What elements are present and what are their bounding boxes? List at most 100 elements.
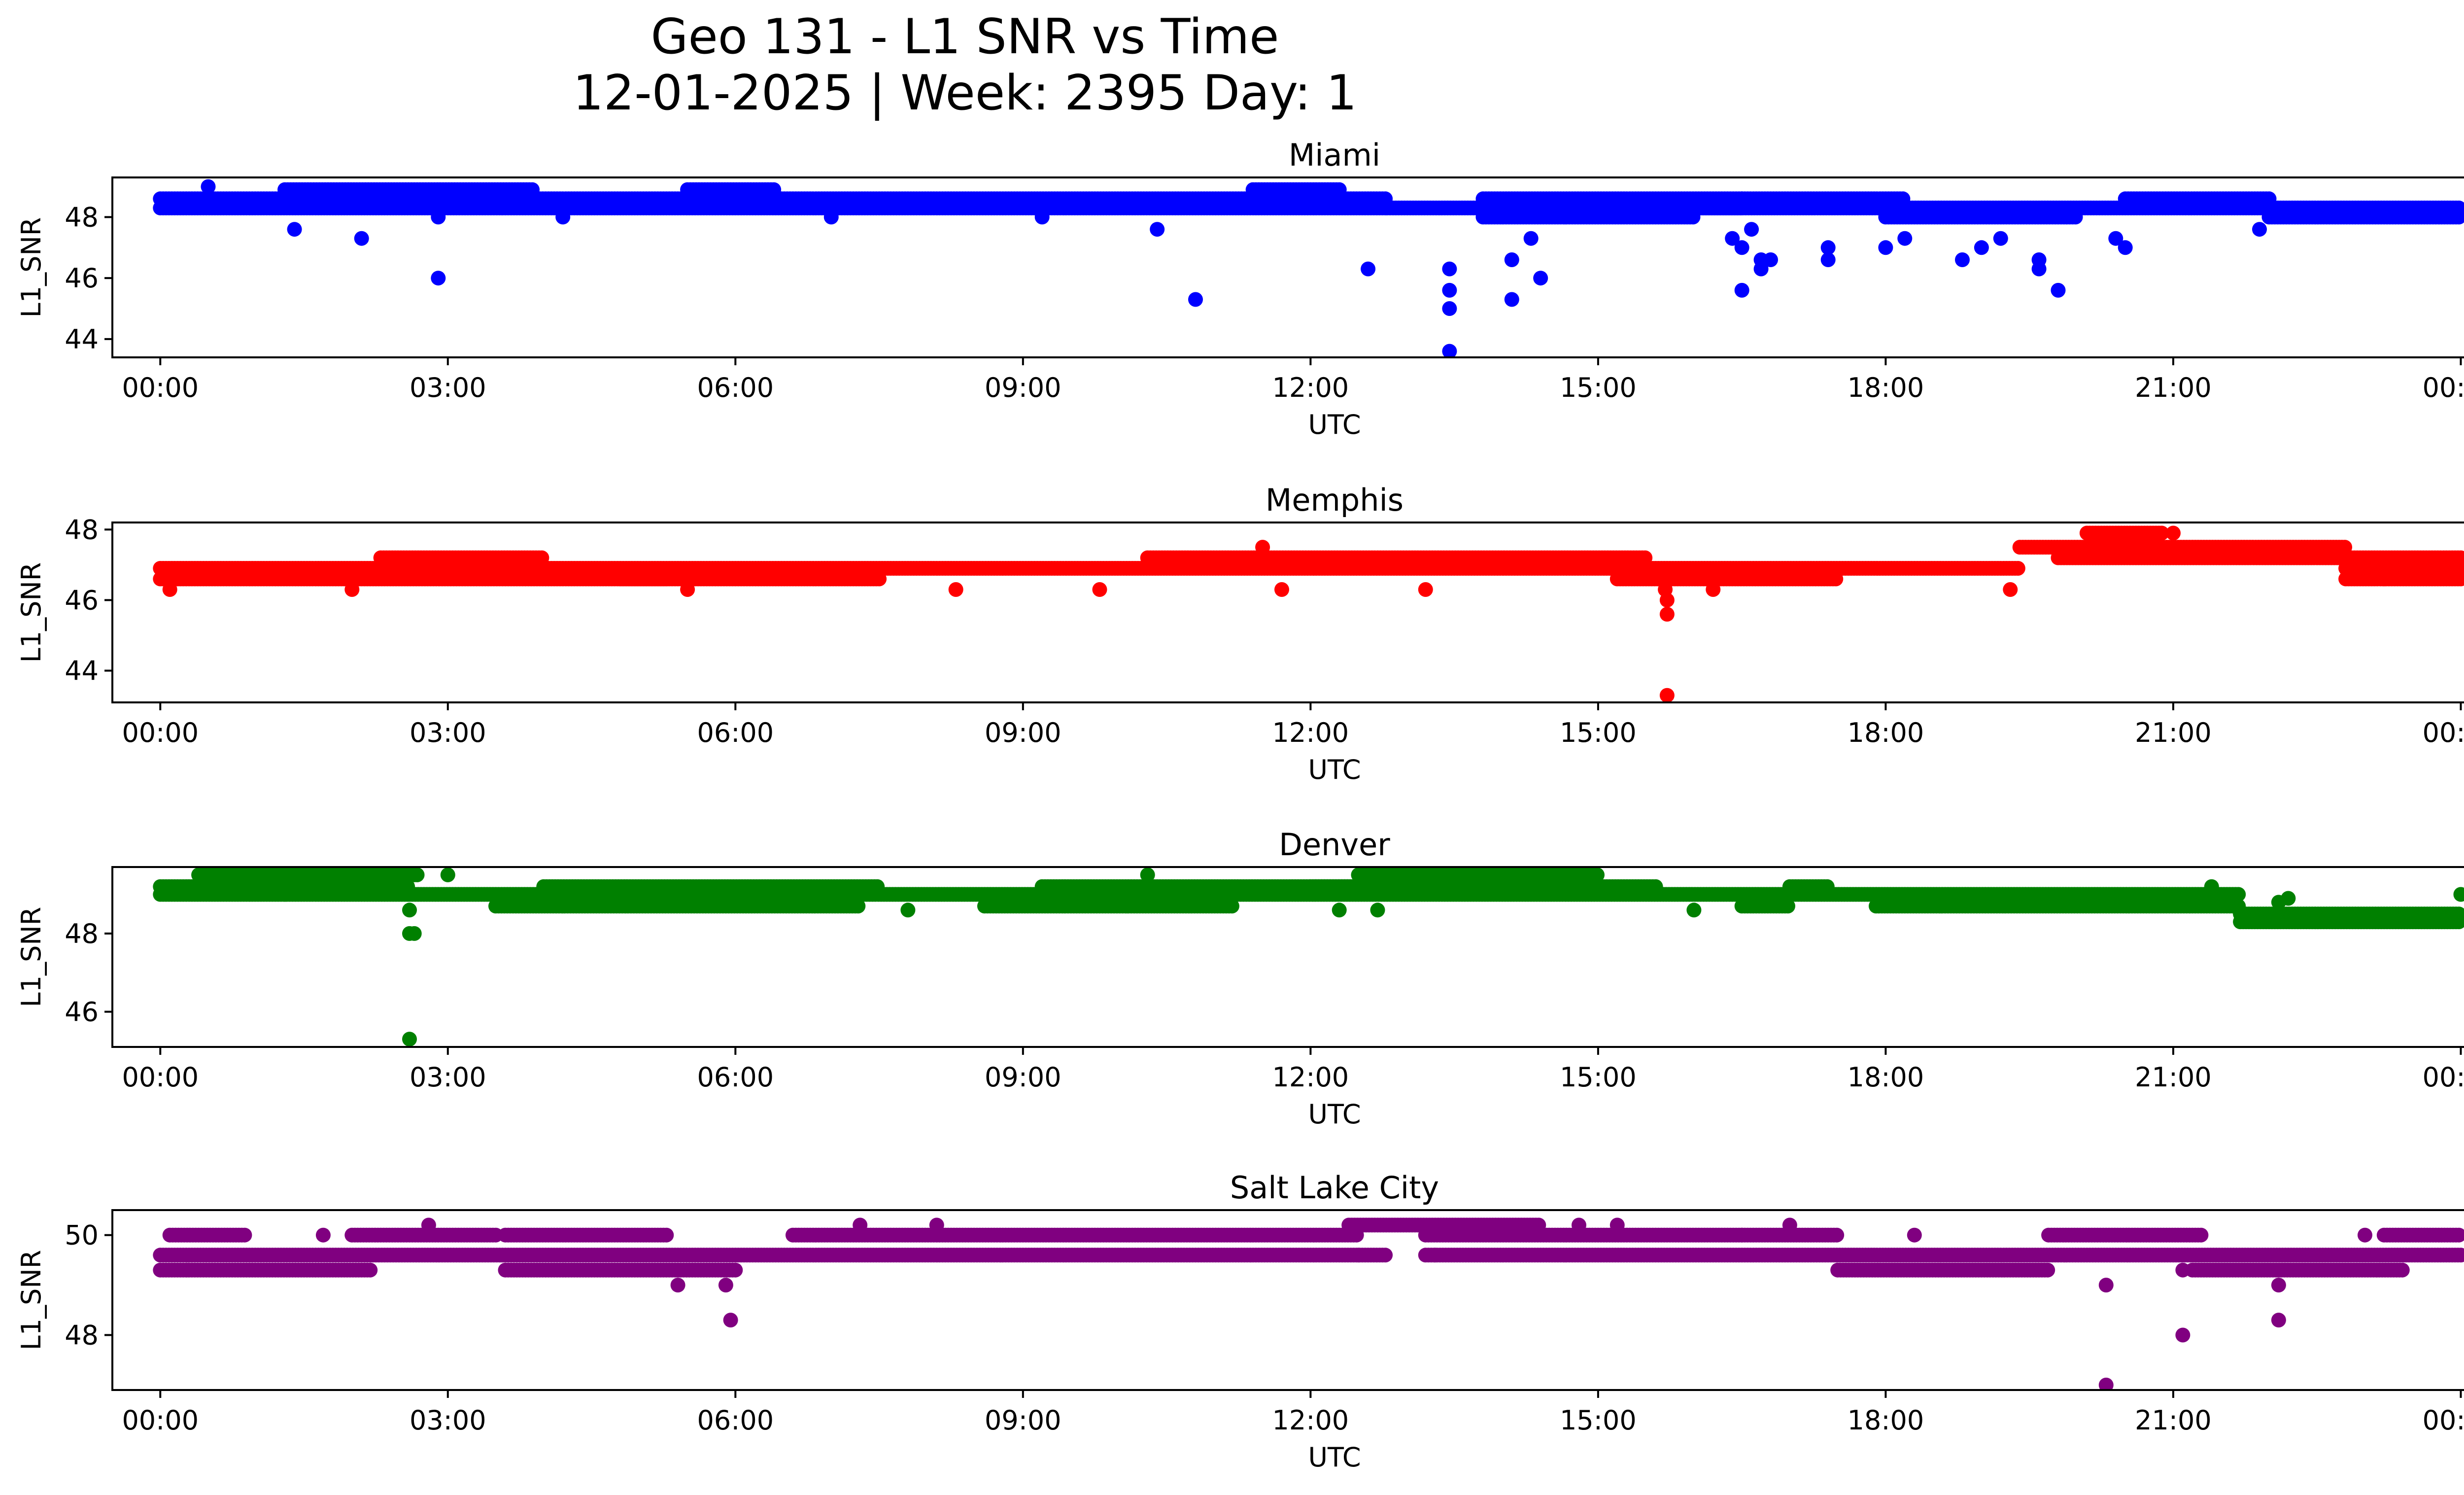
data-points xyxy=(153,179,2464,357)
data-point-outlier xyxy=(1361,261,1376,277)
data-point xyxy=(2261,191,2277,207)
data-point xyxy=(872,571,887,587)
x-tick-label: 21:00 xyxy=(2135,372,2212,403)
data-point xyxy=(1638,550,1653,565)
y-tick-label: 48 xyxy=(65,514,99,545)
data-point-outlier xyxy=(1897,231,1913,246)
data-point xyxy=(410,867,425,882)
data-point-outlier xyxy=(823,209,839,225)
subplot-title: Memphis xyxy=(1266,482,1403,518)
data-points xyxy=(153,525,2464,702)
subplot-title: Denver xyxy=(1279,827,1390,863)
data-point-outlier xyxy=(1442,282,1457,298)
data-point-outlier xyxy=(1442,344,1457,357)
data-point-outlier xyxy=(201,179,216,194)
data-point-outlier xyxy=(1255,540,1270,555)
data-point-outlier xyxy=(948,582,963,597)
y-axis-label: L1_SNR xyxy=(16,562,47,663)
data-point-outlier xyxy=(1504,252,1519,267)
axes-frame xyxy=(111,176,2464,358)
x-tick-label: 06:00 xyxy=(697,372,774,403)
x-tick-label: 03:00 xyxy=(410,372,486,403)
data-point-outlier xyxy=(2108,231,2123,246)
x-tick-label: 09:00 xyxy=(985,372,1061,403)
data-points xyxy=(153,867,2464,1047)
y-axis-label: L1_SNR xyxy=(16,217,47,318)
x-tick-label: 12:00 xyxy=(1272,372,1349,403)
data-point xyxy=(534,550,549,565)
y-tick-label: 44 xyxy=(65,324,99,355)
x-tick-label: 18:00 xyxy=(1848,372,1924,403)
data-point-outlier xyxy=(555,209,571,225)
x-tick-label: 00:00 xyxy=(122,717,199,748)
y-tick-label: 46 xyxy=(65,263,99,294)
data-point-outlier xyxy=(162,582,177,597)
data-point-outlier xyxy=(2118,240,2133,255)
data-point xyxy=(1895,191,1911,207)
data-point-outlier xyxy=(354,231,369,246)
x-tick-label: 09:00 xyxy=(985,717,1061,748)
data-point-outlier xyxy=(1820,240,1836,255)
y-tick-label: 48 xyxy=(65,202,99,233)
data-point-outlier xyxy=(1092,582,1107,597)
x-tick-label: 06:00 xyxy=(697,717,774,748)
x-tick-label: 15:00 xyxy=(1560,717,1637,748)
data-point xyxy=(1590,867,1605,882)
data-point-outlier xyxy=(1820,252,1836,267)
data-point xyxy=(1828,571,1844,587)
data-point xyxy=(2451,209,2464,225)
x-tick-label: 00:00 xyxy=(122,372,199,403)
data-point-outlier xyxy=(287,222,302,237)
data-point-outlier xyxy=(1150,222,1165,237)
data-point-outlier xyxy=(431,209,446,225)
data-point-outlier xyxy=(2051,282,2066,298)
y-tick-label: 44 xyxy=(65,656,99,687)
data-point-outlier xyxy=(1523,231,1539,246)
figure-title-line2: 12-01-2025 | Week: 2395 Day: 1 xyxy=(573,65,1357,121)
data-point-outlier xyxy=(1659,607,1675,622)
data-point-outlier xyxy=(1744,222,1759,237)
data-point-outlier xyxy=(680,582,695,597)
x-tick-label: 12:00 xyxy=(1272,717,1349,748)
data-point-outlier xyxy=(1659,592,1675,608)
data-point-outlier xyxy=(1753,261,1769,277)
y-tick-label: 46 xyxy=(65,585,99,616)
data-point-outlier xyxy=(1993,231,2008,246)
data-point-outlier xyxy=(1878,240,1893,255)
data-point-outlier xyxy=(1533,271,1548,286)
data-point-outlier xyxy=(1274,582,1289,597)
data-point-outlier xyxy=(1442,261,1457,277)
data-point-outlier xyxy=(1418,582,1433,597)
data-point xyxy=(2154,525,2169,541)
data-point-outlier xyxy=(1734,282,1749,298)
data-point xyxy=(525,182,540,197)
x-tick-label: 00:00 xyxy=(2423,372,2464,403)
data-point-outlier xyxy=(1706,582,1721,597)
data-point xyxy=(851,899,866,914)
data-point-outlier xyxy=(1955,252,1970,267)
data-point xyxy=(2231,887,2246,902)
data-point-outlier xyxy=(1763,252,1778,267)
data-point-outlier xyxy=(1725,231,1740,246)
data-point xyxy=(870,879,885,894)
data-point xyxy=(2068,209,2083,225)
axes-frame xyxy=(111,522,2464,703)
data-point-outlier xyxy=(2376,571,2392,587)
data-point xyxy=(1332,182,1347,197)
data-point-outlier xyxy=(1442,301,1457,316)
data-point xyxy=(2453,571,2464,587)
data-point-outlier xyxy=(431,271,446,286)
data-point xyxy=(766,182,782,197)
data-point-outlier xyxy=(1188,292,1203,307)
data-point-outlier xyxy=(1974,240,1989,255)
data-point-outlier xyxy=(1659,688,1675,702)
data-point-outlier xyxy=(2166,525,2181,541)
data-point xyxy=(2010,561,2025,576)
x-tick-label: 00:00 xyxy=(2423,717,2464,748)
x-tick-label: 15:00 xyxy=(1560,372,1637,403)
data-point-outlier xyxy=(2031,261,2047,277)
